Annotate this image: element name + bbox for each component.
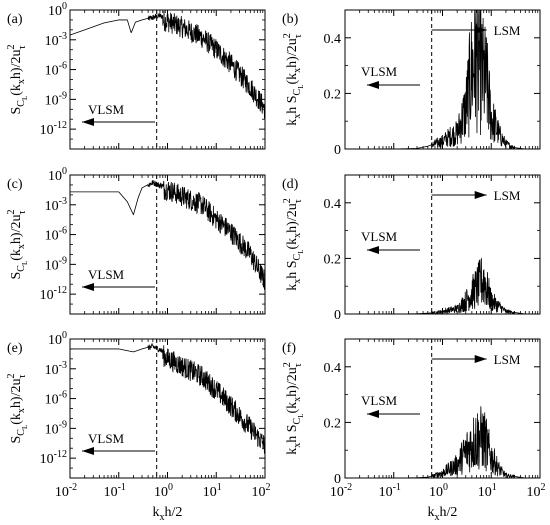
series-line xyxy=(70,180,265,290)
series-line xyxy=(345,10,540,149)
panel-label: (b) xyxy=(282,12,299,27)
y-tick-label: 100 xyxy=(48,166,67,184)
x-axis-label: kxh/2 xyxy=(428,505,458,523)
series-line xyxy=(345,406,540,478)
y-tick-label: 0.4 xyxy=(324,361,342,376)
vlsm-arrow-head xyxy=(367,410,379,418)
y-axis-label: kxh SCL(kxh)/2u2τ xyxy=(282,362,305,454)
vlsm-arrow-head xyxy=(82,447,94,455)
y-tick-label: 0.4 xyxy=(324,32,342,47)
lsm-label: LSM xyxy=(494,23,521,38)
y-tick-label: 100 xyxy=(48,330,67,348)
x-tick-label: 10-1 xyxy=(379,482,401,500)
vlsm-label: VLSM xyxy=(361,64,398,79)
y-axis-label: SCL(kxh)/2u2τ xyxy=(6,374,29,444)
vlsm-arrow-head xyxy=(367,246,379,254)
vlsm-arrow-head xyxy=(367,81,379,89)
x-tick-label: 101 xyxy=(478,482,497,500)
x-tick-label: 10-1 xyxy=(104,482,126,500)
y-tick-label: 10-12 xyxy=(40,449,67,467)
lsm-label: LSM xyxy=(494,188,521,203)
chart-panel: 0 0.2 0.4 (f) kxh SCL(kxh)/2u2τ LSM VLSM 10-2 10… xyxy=(282,338,546,523)
y-tick-label: 100 xyxy=(48,1,67,19)
y-tick-label: 10-6 xyxy=(45,390,67,408)
chart-panel: 100 10-3 10-6 10-9 10-12 (c) SCL(kxh)/2u2τ VLSM xyxy=(6,166,266,315)
panel-label: (d) xyxy=(282,177,299,192)
y-tick-label: 10-3 xyxy=(45,196,67,214)
series-line xyxy=(70,10,265,119)
chart-panel: 100 10-3 10-6 10-9 10-12 (a) SCL(kxh)/2u2τ VLSM xyxy=(6,1,266,150)
chart-panel: 100 10-3 10-6 10-9 10-12 (e) SCL(kxh)/2u2τ VLSM… xyxy=(6,330,271,523)
y-axis-label: kxh SCL(kxh)/2u2τ xyxy=(282,33,305,125)
y-tick-label: 0 xyxy=(334,472,341,487)
vlsm-label: VLSM xyxy=(361,229,398,244)
y-tick-label: 0.2 xyxy=(324,252,342,267)
x-tick-label: 100 xyxy=(429,482,448,500)
y-tick-label: 0.4 xyxy=(324,197,342,212)
lsm-arrow-head xyxy=(474,26,487,34)
vlsm-label: VLSM xyxy=(88,267,125,282)
x-tick-label: 10-2 xyxy=(55,482,77,500)
x-tick-label: 10-2 xyxy=(330,482,352,500)
y-axis-label: SCL(kxh)/2u2τ xyxy=(6,45,29,115)
lsm-arrow-head xyxy=(474,191,487,199)
vlsm-label: VLSM xyxy=(88,431,125,446)
x-tick-label: 102 xyxy=(527,482,546,500)
y-tick-label: 10-6 xyxy=(45,226,67,244)
lsm-arrow-head xyxy=(474,355,487,363)
y-tick-label: 0 xyxy=(334,308,341,323)
panel-label: (e) xyxy=(7,341,23,356)
y-tick-label: 0 xyxy=(334,143,341,158)
y-tick-label: 10-9 xyxy=(45,255,67,273)
y-tick-label: 10-9 xyxy=(45,90,67,108)
y-axis-label: SCL(kxh)/2u2τ xyxy=(6,210,29,280)
y-tick-label: 10-9 xyxy=(45,419,67,437)
series-line xyxy=(345,258,540,314)
vlsm-label: VLSM xyxy=(88,102,125,117)
vlsm-label: VLSM xyxy=(361,393,398,408)
y-tick-label: 0.2 xyxy=(324,416,342,431)
y-axis-label: kxh SCL(kxh)/2u2τ xyxy=(282,198,305,290)
chart-panel: 0 0.2 0.4 (d) kxh SCL(kxh)/2u2τ LSM VLSM xyxy=(282,174,541,323)
x-tick-label: 100 xyxy=(154,482,173,500)
vlsm-arrow-head xyxy=(82,118,94,126)
y-tick-label: 0.2 xyxy=(324,87,342,102)
lsm-label: LSM xyxy=(494,352,521,367)
y-tick-label: 10-12 xyxy=(40,120,67,138)
y-tick-label: 10-12 xyxy=(40,285,67,303)
panel-label: (a) xyxy=(7,12,23,27)
chart-panel: 0 0.2 0.4 (b) kxh SCL(kxh)/2u2τ LSM VLSM xyxy=(282,9,541,158)
x-tick-label: 101 xyxy=(203,482,222,500)
x-tick-label: 102 xyxy=(252,482,271,500)
y-tick-label: 10-3 xyxy=(45,360,67,378)
vlsm-arrow-head xyxy=(82,283,94,291)
panel-label: (c) xyxy=(7,177,23,192)
series-line xyxy=(70,342,265,454)
panel-label: (f) xyxy=(282,341,296,356)
x-axis-label: kxh/2 xyxy=(153,505,183,523)
y-tick-label: 10-6 xyxy=(45,61,67,79)
y-tick-label: 10-3 xyxy=(45,31,67,49)
